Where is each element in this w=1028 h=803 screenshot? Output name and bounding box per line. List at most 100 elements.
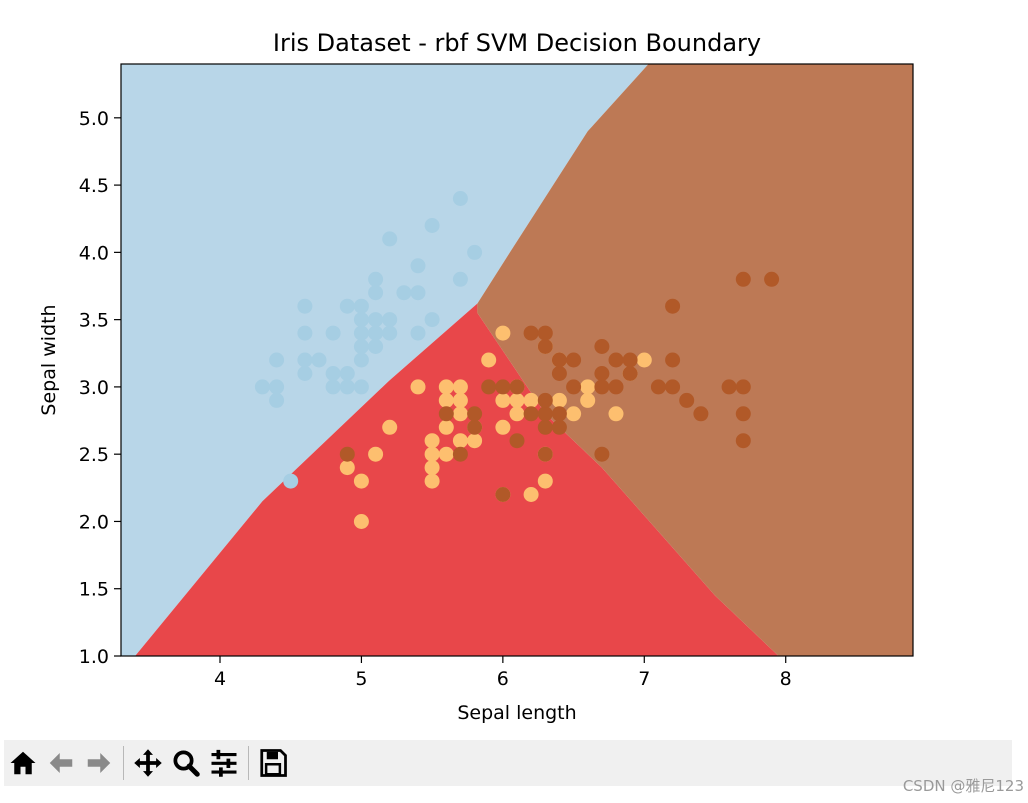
data-point-class-0 (452, 271, 468, 287)
y-axis: 1.0 1.5 2.0 2.5 3.0 3.5 4.0 4.5 5.0 (79, 108, 121, 668)
data-point-class-0 (382, 312, 398, 328)
data-point-class-0 (254, 379, 270, 395)
x-tick-label: 5 (355, 668, 367, 690)
decision-region-1 (135, 303, 779, 656)
data-point-class-1 (424, 446, 440, 462)
y-axis-label: Sepal width (38, 304, 60, 415)
y-tick-label: 4.0 (79, 242, 109, 264)
sliders-icon (211, 749, 237, 777)
data-point-class-2 (537, 392, 553, 408)
data-point-class-2 (594, 339, 610, 354)
data-point-class-2 (467, 406, 483, 422)
data-point-class-1 (495, 392, 511, 408)
data-point-class-0 (382, 325, 398, 341)
data-point-class-0 (325, 325, 341, 341)
data-point-class-2 (523, 406, 539, 422)
data-point-class-2 (735, 433, 751, 449)
home-icon (10, 751, 36, 775)
data-point-class-2 (566, 352, 582, 368)
data-point-class-2 (665, 352, 681, 368)
toolbar-separator (248, 746, 249, 780)
data-point-class-2 (481, 379, 497, 395)
data-point-class-2 (551, 419, 567, 435)
data-point-class-1 (424, 473, 440, 489)
data-point-class-1 (580, 392, 596, 408)
data-point-class-2 (693, 406, 709, 422)
decision-region-0 (121, 64, 649, 656)
data-point-class-2 (594, 379, 610, 395)
forward-button[interactable] (80, 744, 118, 782)
y-tick-label: 3.5 (79, 310, 109, 332)
zoom-button[interactable] (167, 744, 205, 782)
data-point-class-0 (297, 298, 313, 314)
data-point-class-2 (452, 446, 468, 462)
data-point-class-2 (509, 379, 525, 395)
data-point-class-0 (353, 312, 369, 328)
data-point-class-0 (339, 379, 355, 395)
data-point-class-2 (509, 433, 525, 449)
data-point-class-1 (481, 352, 497, 368)
move-icon (134, 749, 162, 777)
y-tick-label: 2.5 (79, 444, 109, 466)
data-point-class-2 (735, 271, 751, 287)
data-point-class-1 (566, 406, 582, 422)
data-point-class-1 (438, 419, 454, 435)
data-point-class-1 (452, 392, 468, 408)
navigation-toolbar (4, 740, 1012, 786)
data-point-class-0 (353, 325, 369, 341)
home-button[interactable] (4, 744, 42, 782)
y-tick-label: 1.0 (79, 646, 109, 668)
arrow-left-icon (49, 753, 73, 773)
data-point-class-0 (325, 379, 341, 395)
data-point-class-0 (353, 352, 369, 368)
y-tick-label: 2.0 (79, 511, 109, 533)
data-point-class-2 (721, 379, 737, 395)
data-point-class-0 (368, 312, 384, 328)
data-points (254, 191, 780, 529)
data-point-class-2 (650, 379, 666, 395)
data-point-class-2 (467, 419, 483, 435)
data-point-class-0 (410, 285, 426, 301)
data-point-class-1 (452, 406, 468, 422)
data-point-class-2 (537, 325, 553, 341)
data-point-class-0 (410, 325, 426, 341)
data-point-class-0 (382, 231, 398, 247)
x-tick-label: 6 (497, 668, 509, 690)
data-point-class-0 (269, 392, 285, 408)
back-button[interactable] (42, 744, 80, 782)
arrow-right-icon (87, 753, 111, 773)
x-tick-label: 7 (638, 668, 650, 690)
data-point-class-1 (523, 487, 539, 502)
data-point-class-1 (509, 406, 525, 422)
data-point-class-1 (424, 433, 440, 449)
data-point-class-1 (537, 473, 553, 489)
data-point-class-0 (311, 352, 327, 368)
data-point-class-2 (537, 446, 553, 462)
y-tick-label: 5.0 (79, 108, 109, 130)
data-point-class-0 (410, 258, 426, 274)
save-button[interactable] (254, 744, 292, 782)
data-point-class-1 (452, 379, 468, 395)
data-point-class-2 (665, 379, 681, 395)
data-point-class-2 (608, 352, 624, 368)
data-point-class-1 (438, 379, 454, 395)
data-point-class-2 (523, 325, 539, 341)
data-point-class-0 (269, 379, 285, 395)
data-point-class-1 (438, 446, 454, 462)
data-point-class-0 (368, 325, 384, 341)
data-point-class-0 (368, 339, 384, 354)
x-tick-label: 8 (780, 668, 792, 690)
data-point-class-0 (297, 366, 313, 381)
data-point-class-2 (735, 406, 751, 422)
data-point-class-0 (297, 352, 313, 368)
configure-subplots-button[interactable] (205, 744, 243, 782)
data-point-class-1 (523, 392, 539, 408)
decision-region-2 (477, 64, 913, 656)
data-point-class-2 (608, 379, 624, 395)
data-point-class-2 (679, 392, 695, 408)
data-point-class-0 (368, 285, 384, 301)
pan-button[interactable] (129, 744, 167, 782)
y-tick-label: 3.0 (79, 377, 109, 399)
x-tick-label: 4 (214, 668, 226, 690)
plot-frame (120, 63, 914, 657)
